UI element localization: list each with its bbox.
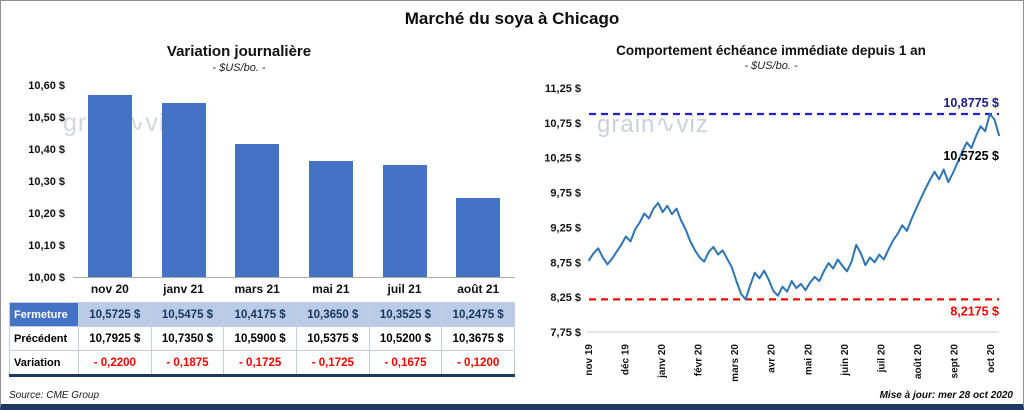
table-row-fermeture: Fermeture 10,5725 $10,5475 $10,4175 $10,3… [9,302,515,327]
line-x-label: avr 20 [767,344,778,373]
bar-y-tick: 10,20 $ [28,208,65,220]
bar-chart-x-axis: nov 20 janv 21 mars 21 mai 21 juil 21 août 21 [73,278,515,302]
line-x-label: oct 20 [986,344,997,373]
grainwiz-watermark: grain∿viz [597,111,709,138]
bar-slot [441,86,515,277]
bar-chart-subtitle: - $US/bo. - [212,62,266,74]
table-cell: 10,7350 $ [150,326,225,351]
table-cell: 10,2475 $ [441,302,515,327]
bar-y-tick: 10,60 $ [28,80,65,92]
table-cell: 10,7925 $ [78,326,152,351]
price-line [588,113,1000,301]
bar-chart: 10,60 $ 10,50 $ 10,40 $ 10,30 $ 10,20 $ 10,10… [9,80,515,284]
table-cell: 10,5200 $ [368,326,443,351]
line-y-tick: 10,25 $ [544,153,581,165]
line-x-label: mai 20 [803,344,814,376]
line-x-label: mars 20 [730,344,741,382]
table-cell: 10,4175 $ [223,302,297,327]
bar-nov-20 [87,94,132,277]
last-value-label: 10,5725 $ [943,149,999,163]
bar-mai-21 [308,160,353,277]
bar-slot [147,86,221,277]
line-x-label: sept 20 [949,344,960,379]
table-cell: 10,3525 $ [368,302,443,327]
bar-mars-21 [235,144,280,277]
bar-janv-21 [161,102,206,277]
daily-variation-panel: Variation journalière - $US/bo. - 10,60 … [9,33,515,377]
table-cell: 10,5475 $ [150,302,225,327]
line-x-label: nov 19 [584,344,595,376]
line-y-tick: 7,75 $ [550,327,581,339]
bar-x-label: juil 21 [387,282,422,296]
low-value-label: 8,2175 $ [950,304,999,318]
line-y-tick: 8,25 $ [550,292,581,304]
line-x-label: janv 20 [657,344,668,379]
row-label: Fermeture [9,302,79,327]
table-cell: - 0,1875 [150,350,225,376]
table-row-variation: Variation - 0,2200- 0,1875- 0,1725- 0,172… [9,350,515,376]
line-x-label: août 20 [913,344,924,379]
one-year-panel: Comportement échéance immédiate depuis 1… [523,33,1019,394]
bar-slot [220,86,294,277]
high-value-label: 10,8775 $ [943,96,999,110]
table-cell: 10,3650 $ [295,302,370,327]
line-y-tick: 9,25 $ [550,222,581,234]
row-label: Précédent [9,326,79,351]
bar-y-tick: 10,50 $ [28,112,65,124]
table-cell: 10,5375 $ [295,326,370,351]
bar-x-label: mai 21 [312,282,350,296]
table-cell: 10,3675 $ [441,326,515,351]
line-y-tick: 11,25 $ [545,83,581,95]
bar-x-label: mars 21 [234,282,280,296]
bar-chart-plot-area: grain∿viz [63,86,515,278]
price-table: Fermeture 10,5725 $10,5475 $10,4175 $10,3… [9,302,515,377]
line-x-label: déc 19 [621,344,632,376]
line-x-label: févr 20 [694,344,705,377]
line-x-label: juil 20 [876,344,887,374]
bar-slot [368,86,442,277]
table-cell: - 0,2200 [78,350,152,376]
bar-juil-21 [382,164,427,277]
line-chart-title: Comportement échéance immédiate depuis 1… [616,43,926,58]
table-cell: - 0,1725 [223,350,297,376]
bar-slot [294,86,368,277]
bar-y-tick: 10,40 $ [28,144,65,156]
table-cell: - 0,1725 [295,350,370,376]
update-note: Mise à jour: mer 28 oct 2020 [879,390,1013,401]
table-cell: - 0,1200 [441,350,515,376]
bar-x-label: janv 21 [163,282,204,296]
row-label: Variation [9,350,79,376]
bar-y-tick: 10,10 $ [28,240,65,252]
bar-x-label: août 21 [457,282,500,296]
bar-x-label: nov 20 [90,282,129,296]
bar-chart-title: Variation journalière [166,43,312,60]
bar-slot [73,86,147,277]
bar-y-tick: 10,30 $ [28,176,65,188]
table-cell: - 0,1675 [368,350,443,376]
line-chart: grain∿viz 11,25 $ 10,75 $ 10,25 $ 9,75 $ 9,25… [544,83,1000,382]
page-title: Marché du soya à Chicago [404,9,620,28]
line-chart-subtitle: - $US/bo. - [744,60,798,72]
line-y-tick: 10,75 $ [544,118,581,130]
bar-chart-y-axis: 10,60 $ 10,50 $ 10,40 $ 10,30 $ 10,20 $ 10,10… [9,80,73,284]
line-x-label: juin 20 [840,344,851,377]
line-y-tick: 9,75 $ [550,188,581,200]
table-cell: 10,5900 $ [223,326,297,351]
line-y-tick: 8,75 $ [550,257,581,269]
bar-août-21 [456,198,501,277]
table-cell: 10,5725 $ [78,302,152,327]
table-row-précédent: Précédent 10,7925 $10,7350 $10,5900 $10,5… [9,326,515,351]
bar-y-tick: 10,00 $ [28,272,65,284]
source-note: Source: CME Group [9,390,100,401]
